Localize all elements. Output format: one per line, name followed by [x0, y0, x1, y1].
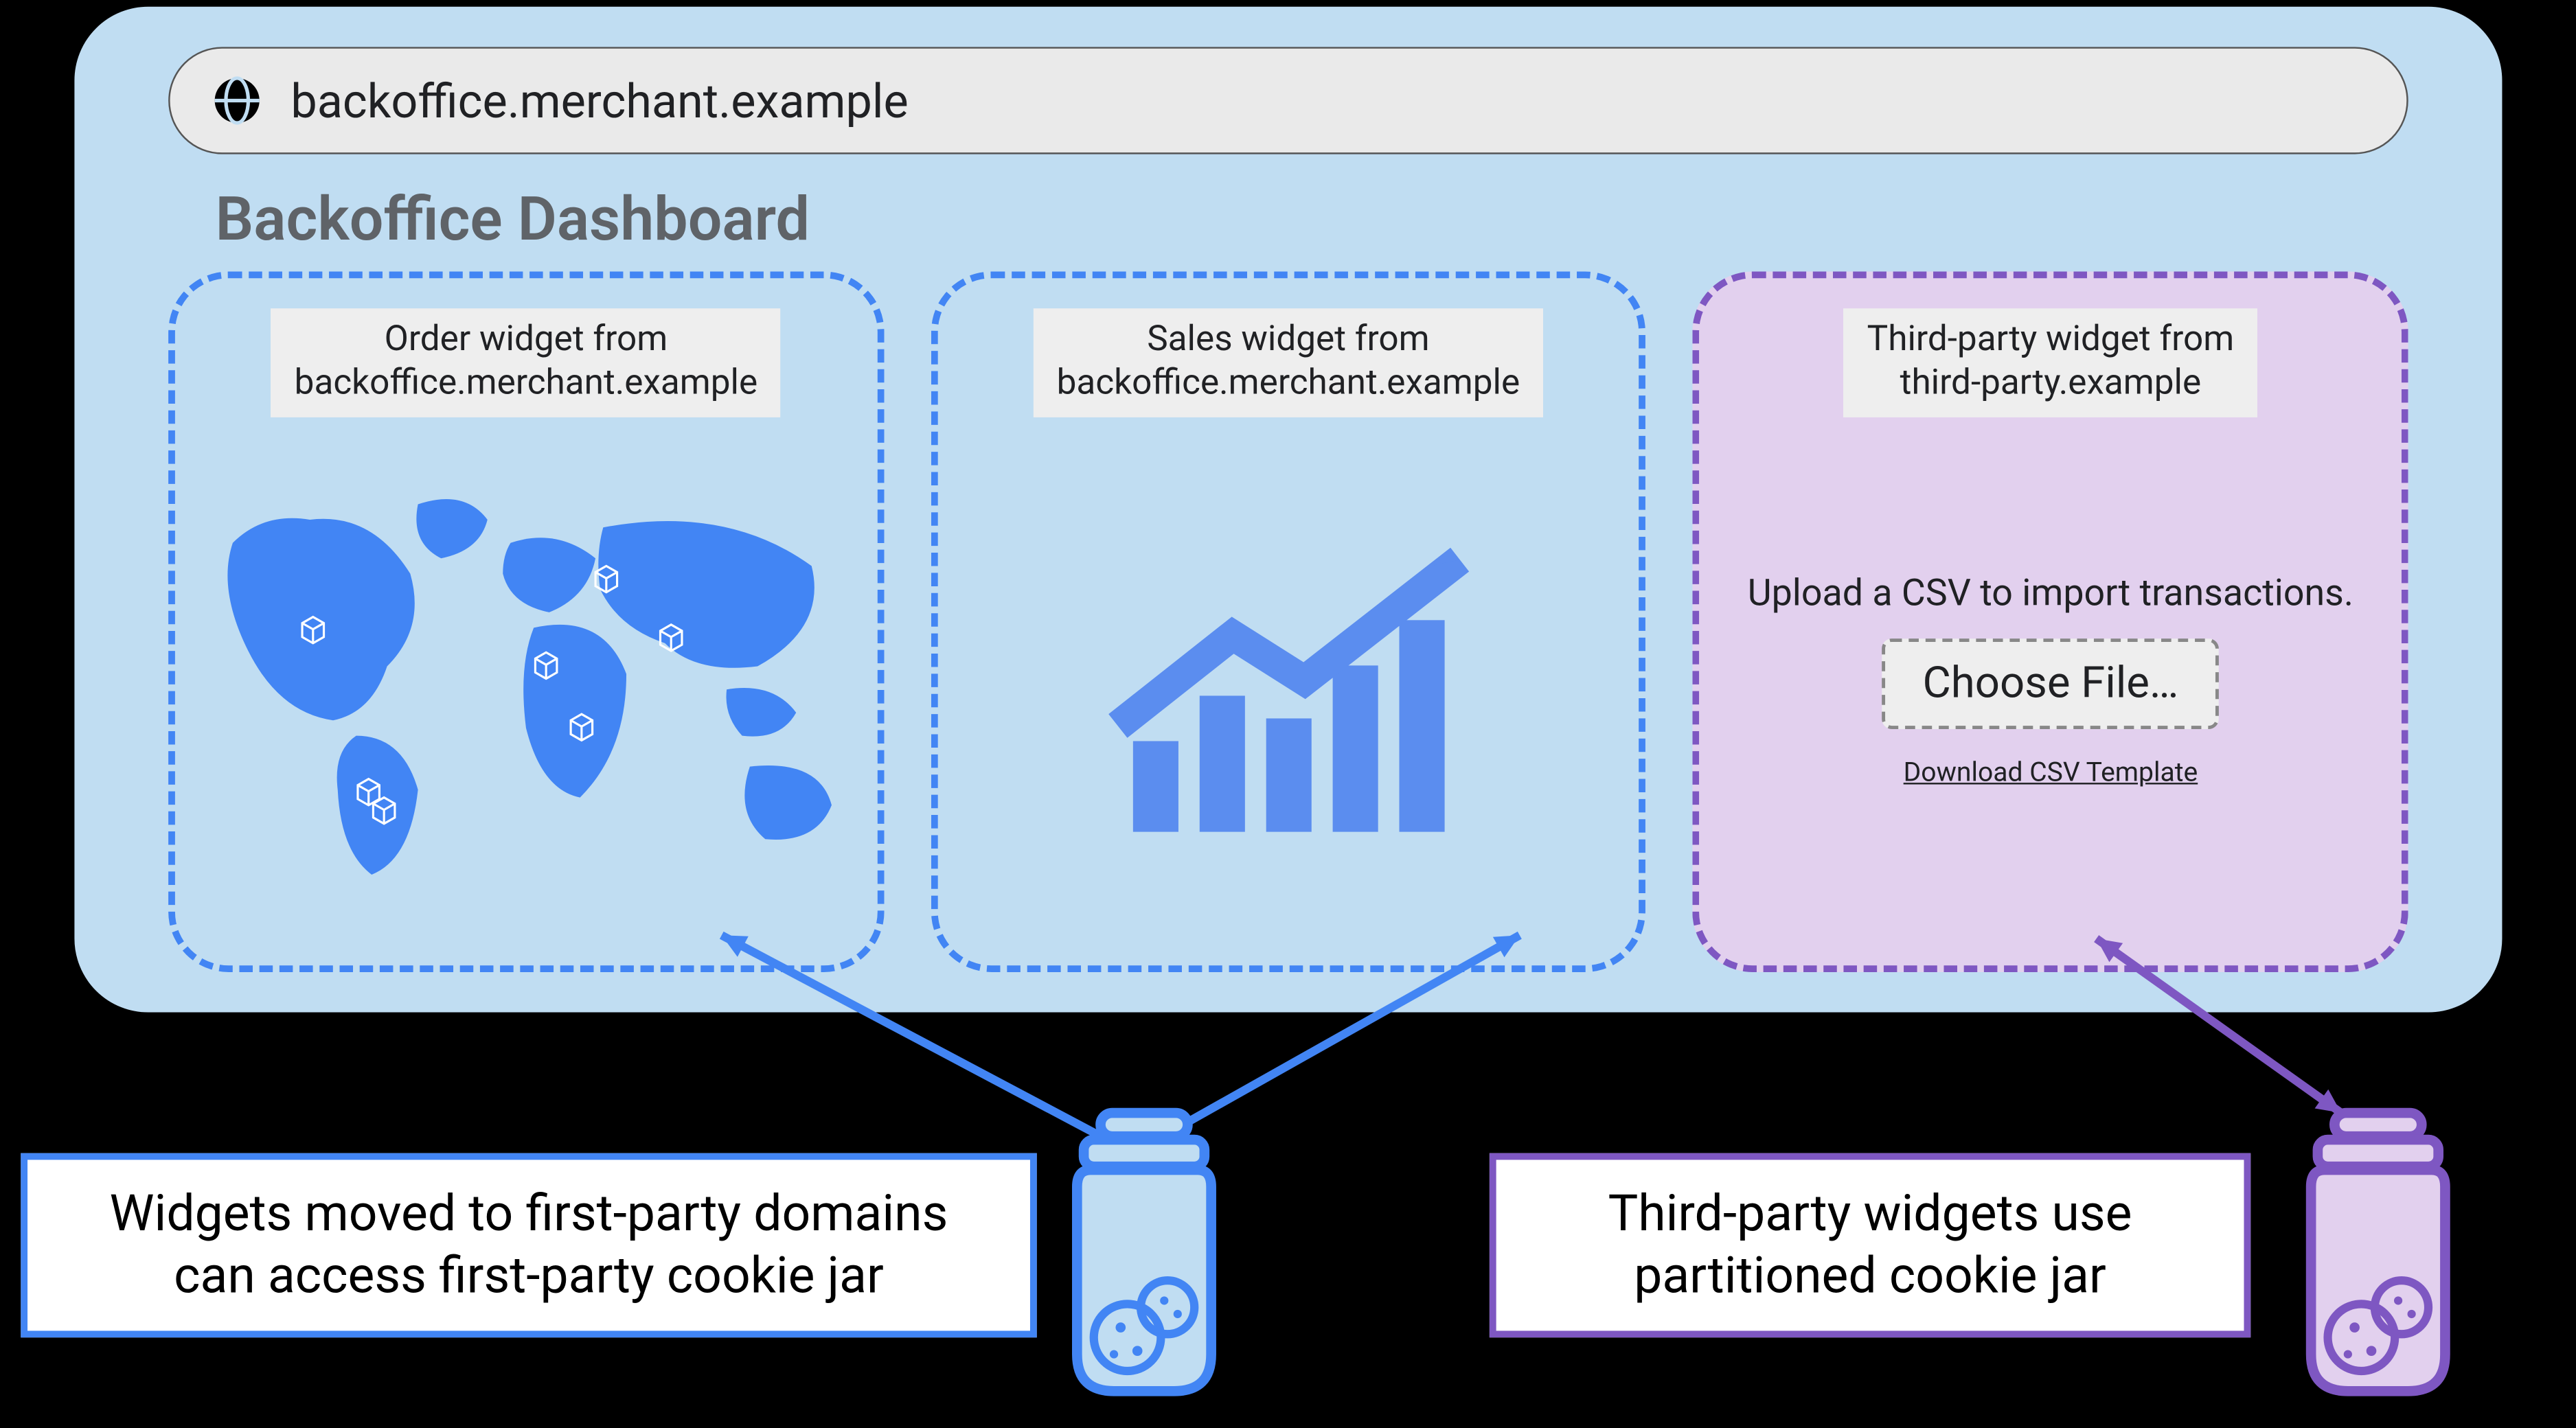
third-party-callout-text: Third-party widgets use partitioned cook…	[1543, 1182, 2197, 1308]
page-title: Backoffice Dashboard	[215, 185, 2408, 255]
third-party-widget: Third-party widget from third-party.exam…	[1693, 271, 2408, 971]
choose-file-button[interactable]: Choose File…	[1882, 639, 2218, 730]
browser-window: backoffice.merchant.example Backoffice D…	[67, 0, 2509, 1019]
first-party-callout-text: Widgets moved to first-party domains can…	[74, 1182, 983, 1308]
world-map-icon	[202, 417, 850, 945]
order-widget-body	[202, 417, 850, 945]
sales-widget-label-line2: backoffice.merchant.example	[1056, 364, 1520, 404]
bar-chart-icon	[1061, 456, 1515, 906]
first-party-callout: Widgets moved to first-party domains can…	[21, 1153, 1036, 1338]
upload-instructions: Upload a CSV to import transactions.	[1747, 574, 2353, 616]
sales-widget: Sales widget from backoffice.merchant.ex…	[931, 271, 1646, 971]
order-widget-label-line2: backoffice.merchant.example	[294, 364, 757, 404]
widgets-row: Order widget from backoffice.merchant.ex…	[168, 271, 2408, 971]
sales-widget-label: Sales widget from backoffice.merchant.ex…	[1033, 308, 1543, 416]
order-widget-label: Order widget from backoffice.merchant.ex…	[271, 308, 781, 416]
third-party-cookie-jar-icon	[2277, 1103, 2478, 1411]
globe-icon	[210, 73, 264, 127]
sales-widget-label-line1: Sales widget from	[1147, 320, 1429, 360]
download-template-link[interactable]: Download CSV Template	[1903, 757, 2198, 788]
third-party-widget-label: Third-party widget from third-party.exam…	[1843, 308, 2257, 416]
address-bar: backoffice.merchant.example	[168, 47, 2408, 154]
order-widget: Order widget from backoffice.merchant.ex…	[168, 271, 884, 971]
third-party-widget-label-line2: third-party.example	[1900, 364, 2201, 404]
order-widget-label-line1: Order widget from	[384, 320, 668, 360]
address-url: backoffice.merchant.example	[290, 73, 908, 128]
first-party-cookie-jar-icon	[1043, 1103, 1244, 1411]
third-party-callout: Third-party widgets use partitioned cook…	[1489, 1153, 2250, 1338]
sales-widget-body	[964, 417, 1612, 945]
third-party-widget-body: Upload a CSV to import transactions. Cho…	[1726, 417, 2375, 945]
third-party-widget-label-line1: Third-party widget from	[1867, 320, 2234, 360]
